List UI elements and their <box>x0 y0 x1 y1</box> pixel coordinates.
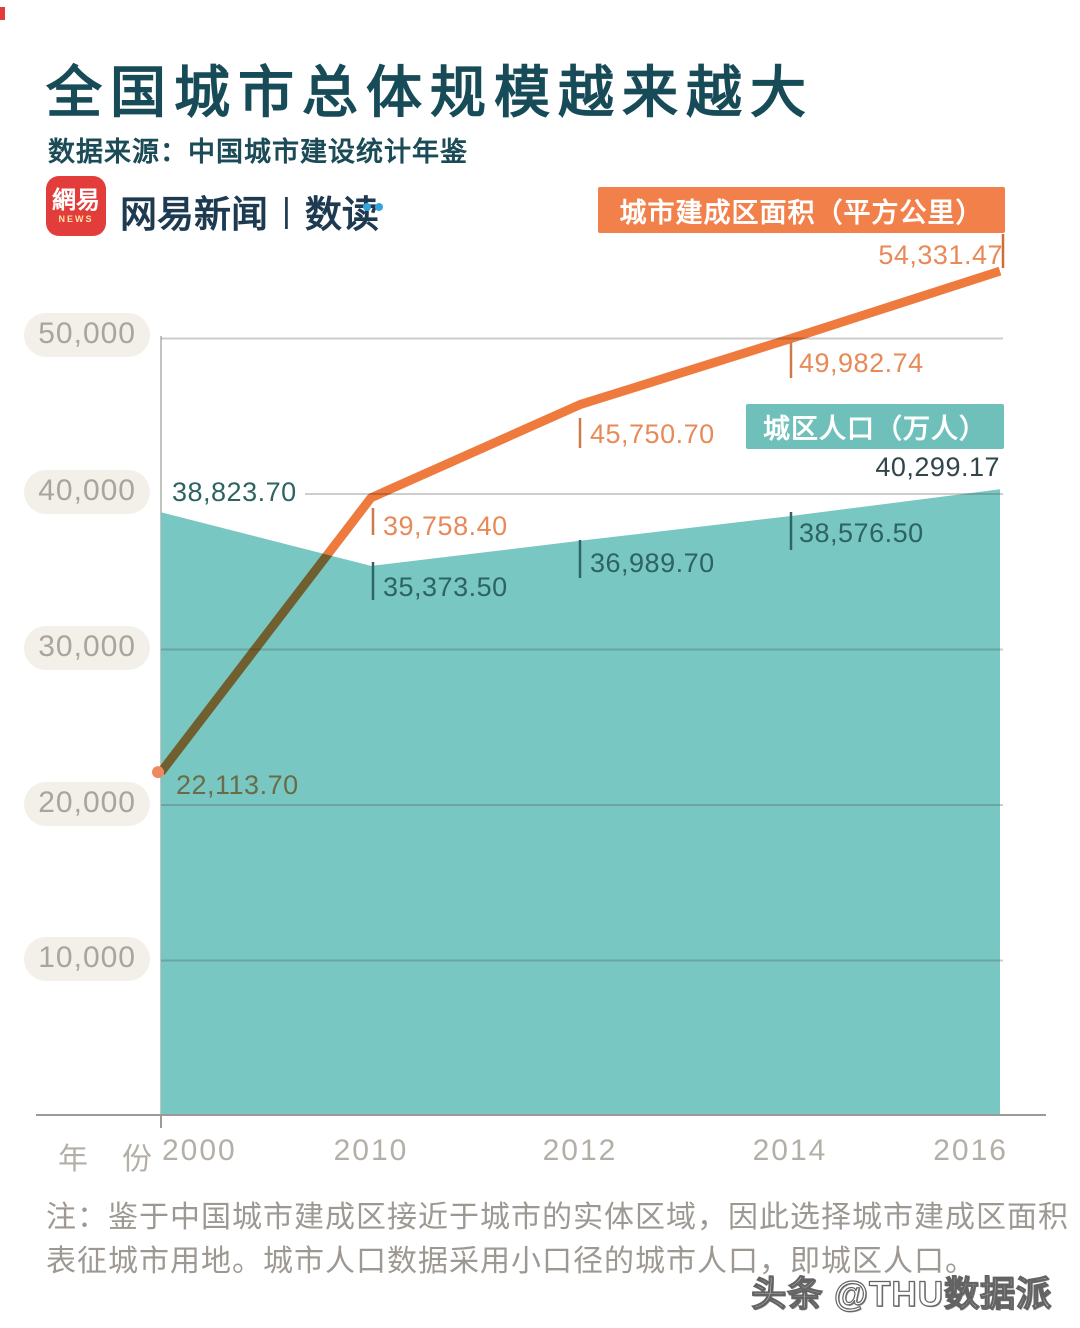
xtick-2000: 2000 <box>162 1134 237 1167</box>
value-area-2016: 40,299.17 <box>869 449 1008 485</box>
footnote-line1: 注：鉴于中国城市建成区接近于城市的实体区域，因此选择城市建成区面积 <box>46 1201 1069 1234</box>
line-start-dot <box>152 766 164 779</box>
brand-name: 网易新闻 <box>120 194 268 235</box>
xtick-2012: 2012 <box>542 1134 618 1167</box>
netease-logo-cn: 網易 <box>52 187 100 214</box>
watermark: 头条 @THU数据派 <box>751 1274 1052 1314</box>
value-area-2010: 35,373.50 <box>383 572 508 602</box>
xtick-2016: 2016 <box>933 1134 1008 1167</box>
population-area-series <box>161 489 1000 1114</box>
value-line-2014: 49,982.74 <box>799 348 924 378</box>
netease-logo-icon: 網易 NEWS <box>46 176 106 236</box>
value-area-2000: 38,823.70 <box>166 474 305 510</box>
brand-lockup: 网易新闻 | 数读 <box>120 184 383 238</box>
page-title: 全国城市总体规模越来越大 <box>46 61 814 124</box>
value-area-2014: 38,576.50 <box>799 518 924 548</box>
xtick-2014: 2014 <box>752 1134 828 1167</box>
footnote-line2: 表征城市用地。城市人口数据采用小口径的城市人口，即城区人口。 <box>46 1245 976 1278</box>
value-area-2012: 36,989.70 <box>590 548 715 578</box>
ytick-50000: 50,000 <box>24 313 150 357</box>
netease-logo-en: NEWS <box>58 214 94 224</box>
brand-sub-label: 数读 <box>304 194 379 235</box>
value-line-2016: 54,331.47 <box>878 240 1003 270</box>
callout-tick-group <box>371 234 1005 600</box>
xtick-2010: 2010 <box>333 1134 409 1167</box>
edge-artifact <box>0 7 5 20</box>
ytick-30000: 30,000 <box>24 626 150 670</box>
value-line-2000: 22,113.70 <box>176 770 299 800</box>
builtup-area-line-series <box>157 266 1002 775</box>
brand-separator: | <box>282 191 291 230</box>
ytick-10000: 10,000 <box>24 937 150 981</box>
data-source-line: 数据来源：中国城市建设统计年鉴 <box>48 137 468 167</box>
ytick-40000: 40,000 <box>24 470 150 514</box>
x-axis-title: 年 份 <box>58 1143 154 1176</box>
legend-builtup-area: 城市建成区面积（平方公里） <box>598 187 1005 233</box>
value-line-2010: 39,758.40 <box>383 511 508 541</box>
dots-icon <box>362 178 387 220</box>
value-line-2012: 45,750.70 <box>590 419 715 449</box>
gridline-group <box>161 337 1003 962</box>
brand-sub-name: 数读 <box>304 184 383 238</box>
legend-urban-population: 城区人口（万人） <box>746 404 1004 449</box>
ytick-20000: 20,000 <box>24 782 150 826</box>
